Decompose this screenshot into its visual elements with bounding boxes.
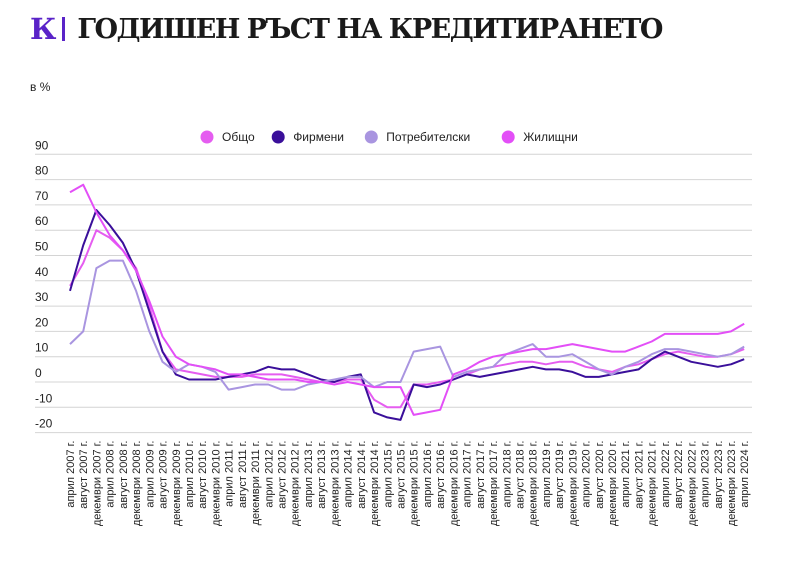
- x-tick-label: декември 2009 г.: [171, 441, 183, 527]
- x-tick-label: април 2022 г.: [660, 441, 672, 508]
- series-line-Жилищни: [69, 183, 745, 416]
- y-tick-label: 40: [35, 265, 49, 279]
- legend-marker: [501, 130, 515, 144]
- x-tick-label: август 2009 г.: [158, 441, 170, 509]
- x-tick-label: април 2015 г.: [382, 441, 394, 508]
- logo-divider: [62, 17, 66, 41]
- x-tick-label: август 2011 г.: [237, 441, 249, 508]
- x-tick-label: април 2023 г.: [700, 441, 712, 508]
- chart-header: К ГОДИШЕН РЪСТ НА КРЕДИТИРАНЕТО: [30, 12, 663, 46]
- x-tick-label: април 2020 г.: [581, 441, 593, 508]
- x-tick-label: август 2013 г.: [316, 441, 328, 509]
- x-tick-label: декември 2011 г.: [250, 441, 262, 526]
- y-tick-label: 60: [35, 214, 49, 228]
- legend-label: Общо: [222, 130, 255, 144]
- x-tick-label: август 2016 г.: [435, 441, 447, 509]
- x-tick-label: декември 2021 г.: [647, 441, 659, 527]
- y-tick-label: -20: [35, 417, 53, 431]
- x-tick-label: август 2021 г.: [633, 441, 645, 509]
- legend-label: Жилищни: [523, 130, 578, 144]
- y-tick-label: 20: [35, 315, 49, 329]
- x-tick-label: август 2015 г.: [396, 441, 408, 509]
- legend-marker: [200, 130, 214, 144]
- x-tick-label: август 2010 г.: [197, 441, 209, 509]
- x-tick-label: декември 2015 г.: [409, 441, 421, 527]
- x-tick-label: август 2020 г.: [594, 441, 606, 509]
- x-tick-label: август 2012 г.: [277, 441, 289, 509]
- x-tick-label: август 2007 г.: [78, 441, 90, 509]
- brand-logo: К: [30, 12, 57, 46]
- x-tick-label: април 2024 г.: [739, 441, 751, 508]
- x-tick-label: август 2022 г.: [673, 441, 685, 509]
- x-tick-label: август 2018 г.: [514, 441, 526, 509]
- legend-marker: [271, 130, 285, 144]
- x-tick-label: април 2009 г.: [144, 441, 156, 508]
- x-tick-label: април 2010 г.: [184, 441, 196, 508]
- series-line-Общо: [69, 229, 745, 409]
- x-tick-label: декември 2007 г.: [91, 441, 103, 527]
- y-tick-label: 90: [35, 138, 49, 152]
- y-axis-unit: в %: [30, 80, 51, 94]
- x-tick-label: август 2019 г.: [554, 441, 566, 509]
- x-tick-label: април 2013 г.: [303, 441, 315, 508]
- y-tick-label: 30: [35, 290, 49, 304]
- x-tick-label: април 2017 г.: [462, 441, 474, 508]
- x-tick-label: август 2008 г.: [118, 441, 130, 509]
- x-tick-label: август 2014 г.: [356, 441, 368, 509]
- x-tick-label: април 2012 г.: [263, 441, 275, 508]
- x-tick-label: декември 2018 г.: [528, 441, 540, 527]
- y-tick-label: 80: [35, 164, 49, 178]
- legend-marker: [364, 130, 378, 144]
- x-tick-label: декември 2022 г.: [686, 441, 698, 527]
- x-tick-label: април 2007 г.: [65, 441, 77, 508]
- series-line-Фирмени: [69, 209, 745, 421]
- x-tick-label: април 2011 г.: [224, 441, 236, 507]
- x-tick-label: април 2014 г.: [343, 441, 355, 508]
- y-tick-label: 0: [35, 366, 42, 380]
- x-tick-label: декември 2023 г.: [726, 441, 738, 527]
- y-tick-label: -10: [35, 391, 53, 405]
- legend-label: Фирмени: [293, 130, 344, 144]
- x-tick-label: декември 2016 г.: [448, 441, 460, 527]
- series-line-Потребителски: [69, 259, 745, 391]
- chart-title: ГОДИШЕН РЪСТ НА КРЕДИТИРАНЕТО: [77, 13, 663, 45]
- x-tick-label: април 2019 г.: [541, 441, 553, 508]
- x-tick-label: април 2008 г.: [105, 441, 117, 508]
- x-tick-label: декември 2020 г.: [607, 441, 619, 527]
- y-tick-label: 50: [35, 240, 49, 254]
- x-tick-label: декември 2010 г.: [210, 441, 222, 527]
- x-tick-label: април 2021 г.: [620, 441, 632, 508]
- x-tick-label: април 2016 г.: [422, 441, 434, 508]
- x-tick-label: декември 2014 г.: [369, 441, 381, 527]
- y-tick-label: 70: [35, 189, 49, 203]
- x-tick-label: декември 2008 г.: [131, 441, 143, 527]
- x-tick-label: декември 2017 г.: [488, 441, 500, 527]
- x-tick-label: декември 2012 г.: [290, 441, 302, 527]
- x-tick-label: август 2023 г.: [713, 441, 725, 509]
- legend-label: Потребителски: [386, 130, 470, 144]
- x-tick-label: декември 2013 г.: [329, 441, 341, 527]
- x-tick-label: декември 2019 г.: [567, 441, 579, 527]
- x-tick-label: април 2018 г.: [501, 441, 513, 508]
- y-tick-label: 10: [35, 341, 49, 355]
- x-tick-label: август 2017 г.: [475, 441, 487, 509]
